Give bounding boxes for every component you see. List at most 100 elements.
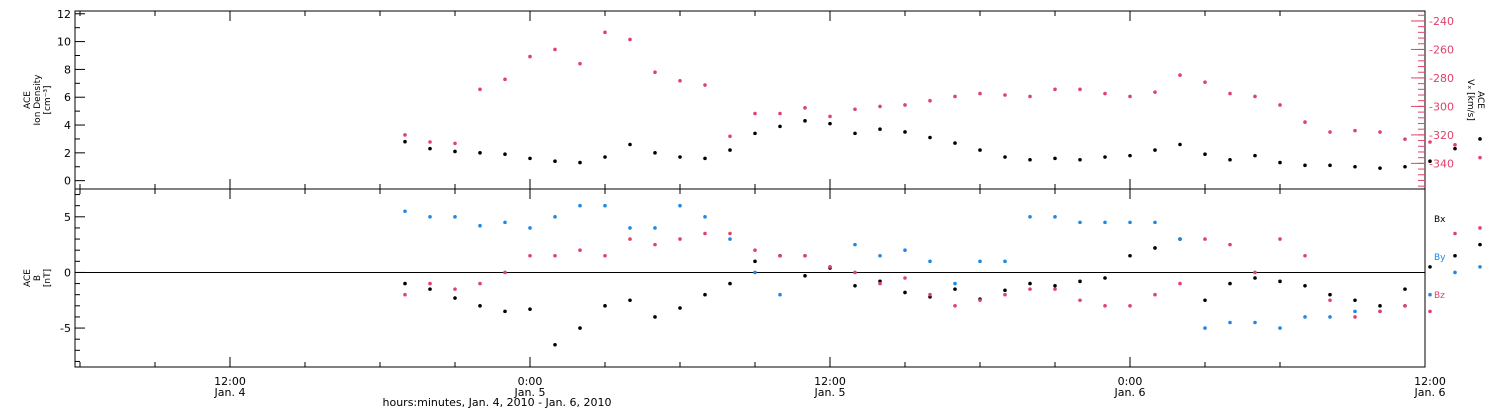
x-tick-date-label: Jan. 5 (814, 386, 846, 399)
ion-density-point (528, 156, 532, 161)
ion-density-point (428, 146, 432, 151)
ion-density-point (403, 139, 407, 144)
vx-point (1478, 155, 1482, 160)
bottom-ylabel-line-1: ACE (23, 269, 33, 287)
bx-point (678, 306, 682, 310)
vx-point (753, 111, 757, 116)
ion-density-point (553, 159, 557, 163)
bz-point (1003, 292, 1007, 297)
bz-point (728, 231, 732, 236)
ion-density-point (878, 127, 882, 132)
top-right-ylabel-line-1: ACE (1475, 91, 1485, 109)
x-axis-title: hours:minutes, Jan. 4, 2010 - Jan. 6, 20… (383, 396, 612, 409)
top-left-tick-label: 8 (64, 63, 71, 76)
bz-point (1278, 237, 1282, 241)
top-left-ylabel: ACE Ion Density [cm⁻³] (23, 74, 53, 126)
ion-density-point (753, 131, 757, 136)
bottom-left-tick-label: 5 (64, 211, 71, 224)
bz-point (1428, 309, 1432, 314)
bz-point (978, 298, 982, 303)
bz-point (928, 292, 932, 297)
vx-point (1053, 87, 1057, 92)
top-left-tick-label: 12 (57, 8, 71, 21)
top-left-ylabel-line-1: ACE (23, 91, 33, 109)
bx-point (478, 304, 482, 308)
bottom-left-tick-label: -5 (60, 322, 71, 335)
bx-point (503, 309, 507, 314)
vx-point (1278, 103, 1282, 107)
ion-density-point (503, 152, 507, 157)
bz-point (1403, 304, 1407, 308)
ion-density-point (578, 160, 582, 165)
bx-point (1478, 242, 1482, 247)
by-point (1253, 320, 1257, 325)
vx-series (403, 30, 1482, 160)
ion-density-point (1278, 160, 1282, 165)
bz-point (678, 237, 682, 241)
top-left-y-axis: 0 2 4 6 8 10 12 (57, 8, 85, 188)
vx-point (853, 107, 857, 112)
by-point (1053, 215, 1057, 219)
vx-point (1453, 143, 1457, 147)
vx-point (778, 111, 782, 116)
bx-point (1128, 253, 1132, 258)
bx-point (1253, 276, 1257, 280)
bx-point (703, 292, 707, 297)
bx-point (1153, 246, 1157, 250)
ion-density-point (778, 124, 782, 129)
bz-point (1253, 270, 1257, 275)
vx-point (478, 87, 482, 92)
by-point (928, 259, 932, 264)
by-point (953, 281, 957, 286)
by-point (753, 270, 757, 275)
bz-point (803, 253, 807, 258)
bx-point (578, 326, 582, 330)
top-x-ticks (79, 11, 1281, 189)
ion-density-point (853, 131, 857, 136)
by-point (528, 226, 532, 230)
bottom-panel-frame (74, 188, 1426, 368)
by-point (1178, 237, 1182, 241)
vx-point (1253, 94, 1257, 99)
vx-point (653, 70, 657, 75)
bz-point (828, 265, 832, 269)
vx-point (1028, 94, 1032, 99)
vx-point (878, 104, 882, 109)
vx-point (1003, 93, 1007, 97)
vx-point (403, 133, 407, 137)
by-point (453, 215, 457, 219)
ion-density-point (1453, 146, 1457, 151)
ion-density-point (728, 148, 732, 152)
vx-point (1428, 140, 1432, 144)
by-point (428, 215, 432, 219)
bottom-ylabel: ACE B [nT] (23, 269, 53, 287)
legend: Bx By Bz (1434, 215, 1446, 301)
by-point (403, 209, 407, 214)
bz-point (428, 281, 432, 286)
bz-point (778, 253, 782, 258)
bz-point (1453, 231, 1457, 236)
ion-density-point (928, 135, 932, 140)
bz-point (1153, 292, 1157, 297)
ion-density-point (1178, 142, 1182, 147)
bx-point (1303, 283, 1307, 288)
bz-point (603, 253, 607, 258)
bx-point (1403, 287, 1407, 291)
bz-point (578, 248, 582, 252)
vx-point (978, 91, 982, 96)
vx-point (553, 47, 557, 52)
legend-entry-by: By (1434, 253, 1446, 263)
vx-point (453, 141, 457, 146)
by-point (903, 248, 907, 252)
ion-density-point (1203, 152, 1207, 157)
bottom-ylabel-line-3: [nT] (43, 269, 53, 287)
bz-point (553, 253, 557, 258)
top-left-ylabel-line-3: [cm⁻³] (43, 85, 53, 114)
by-point (1128, 220, 1132, 225)
bx-point (728, 281, 732, 286)
vx-point (703, 83, 707, 87)
by-point (1453, 270, 1457, 275)
bz-point (1478, 226, 1482, 230)
top-right-tick-label: -340 (1429, 157, 1454, 170)
bx-point (1328, 292, 1332, 297)
